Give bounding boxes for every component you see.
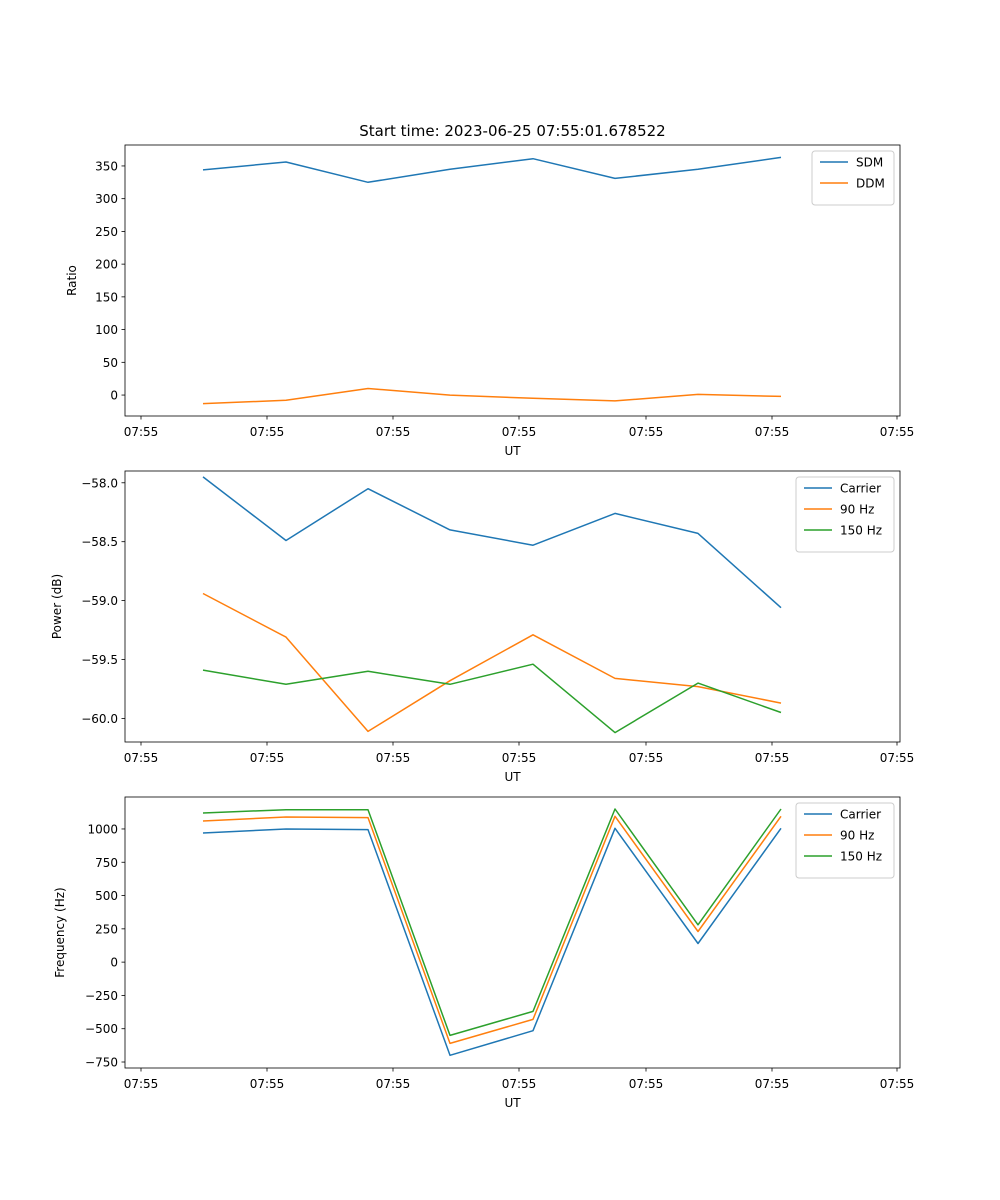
legend-label: Carrier [840, 482, 881, 496]
x-tick-label: 07:55 [376, 425, 411, 439]
legend-label: 90 Hz [840, 503, 874, 517]
legend: Carrier 90 Hz 150 Hz [795, 476, 895, 553]
y-tick-label: 500 [95, 889, 118, 903]
series-line-150-hz [202, 808, 782, 1037]
legend: SDM DDM [811, 150, 895, 206]
chart-panel-3: −750 −500 −250 0 250 500 750 1000 07:55 07:55 07:5… [53, 796, 915, 1110]
x-tick-label: 07:55 [250, 751, 285, 765]
y-axis-label: Ratio [65, 265, 79, 296]
x-tick-label: 07:55 [250, 1077, 285, 1091]
panels: 0 50 100 150 200 250 300 350 07:55 07:55 07:55 07:5… [50, 144, 915, 1110]
legend-label: 150 Hz [840, 524, 882, 538]
y-tick-label: −60.0 [81, 712, 118, 726]
legend-label: 90 Hz [840, 829, 874, 843]
y-tick-label: −250 [85, 989, 118, 1003]
x-axis-label: UT [504, 1096, 521, 1110]
legend-label: Carrier [840, 808, 881, 822]
x-tick-label: 07:55 [376, 1077, 411, 1091]
y-tick-label: 0 [110, 956, 118, 970]
y-tick-label: 250 [95, 922, 118, 936]
series-line-ddm [202, 387, 782, 405]
x-tick-label: 07:55 [880, 425, 915, 439]
x-tick-label: 07:55 [629, 425, 664, 439]
y-tick-label: 100 [95, 323, 118, 337]
legend-box [811, 150, 895, 206]
y-tick-label: −500 [85, 1022, 118, 1036]
y-tick-label: 50 [103, 356, 118, 370]
y-tick-label: −59.0 [81, 594, 118, 608]
legend: Carrier 90 Hz 150 Hz [795, 802, 895, 879]
x-tick-label: 07:55 [376, 751, 411, 765]
x-axis-label: UT [504, 444, 521, 458]
x-tick-label: 07:55 [502, 425, 537, 439]
series-line-150-hz [202, 663, 782, 734]
axes-frame [124, 796, 901, 1069]
legend-label: DDM [856, 177, 885, 191]
series-line-90-hz [202, 592, 782, 733]
y-tick-label: −750 [85, 1056, 118, 1070]
x-tick-label: 07:55 [502, 1077, 537, 1091]
x-tick-label: 07:55 [124, 751, 159, 765]
y-tick-label: 750 [95, 856, 118, 870]
y-tick-label: 250 [95, 225, 118, 239]
y-tick-label: 200 [95, 258, 118, 272]
y-tick-label: −58.5 [81, 535, 118, 549]
y-tick-label: 150 [95, 290, 118, 304]
y-tick-label: 300 [95, 192, 118, 206]
y-tick-label: 1000 [87, 822, 118, 836]
chart-panel-2: −60.0 −59.5 −59.0 −58.5 −58.0 07:55 07:55 07:55… [50, 470, 915, 784]
x-tick-label: 07:55 [880, 1077, 915, 1091]
y-tick-label: 350 [95, 159, 118, 173]
legend-label: SDM [856, 156, 883, 170]
series-line-90-hz [202, 815, 782, 1045]
x-tick-label: 07:55 [880, 751, 915, 765]
y-tick-label: −58.0 [81, 476, 118, 490]
x-tick-label: 07:55 [250, 425, 285, 439]
legend-box [795, 476, 895, 553]
axes-frame [124, 470, 901, 743]
x-axis-label: UT [504, 770, 521, 784]
x-tick-label: 07:55 [502, 751, 537, 765]
x-tick-label: 07:55 [755, 751, 790, 765]
y-axis-label: Power (dB) [50, 574, 64, 639]
y-tick-label: 0 [110, 389, 118, 403]
legend-box [795, 802, 895, 879]
y-tick-label: −59.5 [81, 653, 118, 667]
axes-frame [124, 144, 901, 417]
series-line-sdm [202, 156, 782, 184]
chart-panel-1: 0 50 100 150 200 250 300 350 07:55 07:55 07:55 07:5… [65, 144, 915, 458]
series-line-carrier [202, 476, 782, 609]
legend-label: 150 Hz [840, 850, 882, 864]
x-tick-label: 07:55 [629, 1077, 664, 1091]
x-tick-label: 07:55 [124, 425, 159, 439]
x-tick-label: 07:55 [755, 425, 790, 439]
x-tick-label: 07:55 [124, 1077, 159, 1091]
x-tick-label: 07:55 [755, 1077, 790, 1091]
figure-title: Start time: 2023-06-25 07:55:01.678522 [359, 122, 665, 140]
x-tick-label: 07:55 [629, 751, 664, 765]
series-line-carrier [202, 827, 782, 1057]
y-axis-label: Frequency (Hz) [53, 887, 67, 978]
